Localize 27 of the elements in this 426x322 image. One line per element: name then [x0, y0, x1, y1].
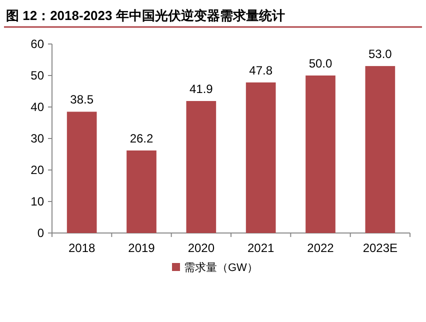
bar: [126, 150, 156, 233]
bar: [186, 101, 216, 233]
x-tick-label: 2022: [307, 241, 334, 255]
data-label: 38.5: [70, 92, 94, 107]
y-tick-label: 0: [37, 226, 44, 240]
bar: [246, 82, 276, 233]
data-label: 41.9: [189, 82, 214, 96]
x-tick-label: 2023E: [362, 241, 398, 255]
y-tick-label: 30: [30, 132, 44, 146]
x-tick-label: 2018: [68, 241, 96, 255]
bar: [365, 66, 396, 233]
data-label: 26.2: [130, 131, 154, 146]
bar: [306, 76, 336, 233]
bar: [66, 112, 97, 233]
data-label: 50.0: [308, 56, 332, 70]
y-tick-label: 50: [30, 68, 44, 82]
y-tick-label: 20: [30, 163, 44, 177]
x-tick-label: 2021: [247, 241, 275, 255]
y-tick-label: 60: [30, 37, 44, 51]
y-tick-label: 10: [30, 194, 44, 208]
y-tick-label: 40: [30, 100, 44, 114]
data-label: 53.0: [368, 47, 392, 62]
x-tick-label: 2020: [188, 241, 215, 255]
x-tick-label: 2019: [128, 241, 156, 255]
legend-label: 需求量（GW）: [184, 261, 258, 274]
data-label: 47.8: [249, 63, 273, 78]
chart-title: 图 12：2018-2023 年中国光伏逆变器需求量统计: [6, 8, 285, 23]
